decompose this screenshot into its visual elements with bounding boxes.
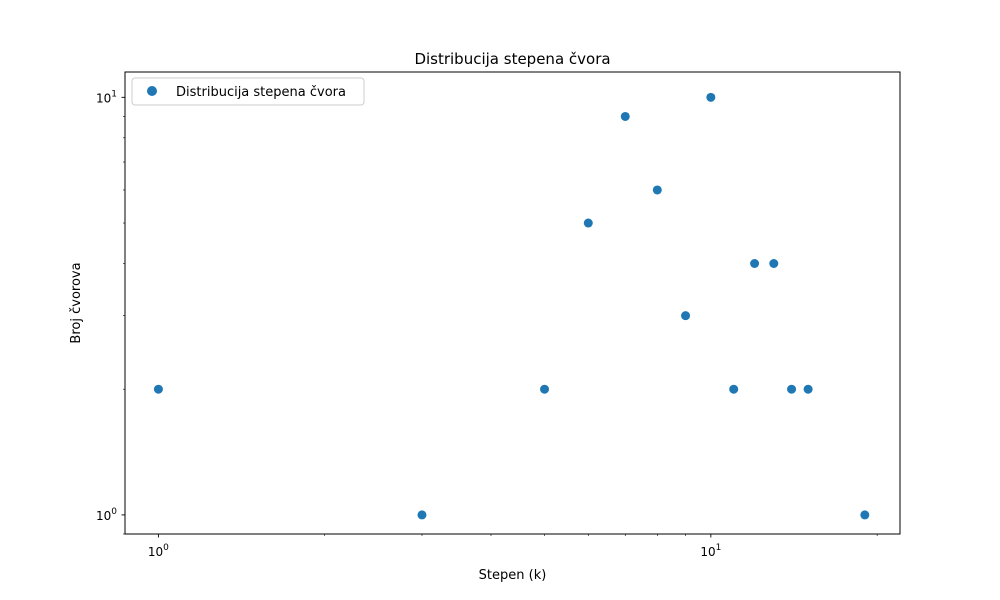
data-point — [750, 259, 760, 269]
y-axis: 100 101 — [96, 89, 125, 535]
x-axis-label: Stepen (k) — [479, 568, 547, 583]
x-tick-label: 101 — [700, 543, 721, 559]
plot-area — [124, 71, 901, 535]
data-point — [729, 384, 739, 394]
data-point — [540, 384, 550, 394]
legend-label: Distribucija stepena čvora — [176, 85, 346, 100]
x-axis: 100 101 — [148, 534, 878, 559]
legend: Distribucija stepena čvora — [131, 77, 365, 106]
legend-marker — [147, 86, 157, 96]
data-point — [787, 384, 797, 394]
data-point — [769, 259, 779, 269]
y-axis-label: Broj čvorova — [69, 262, 84, 343]
chart-title: Distribucija stepena čvora — [414, 50, 610, 68]
data-point — [706, 92, 716, 102]
data-point — [583, 218, 593, 228]
x-tick-label: 100 — [148, 543, 169, 559]
data-point — [803, 384, 813, 394]
series-points — [153, 92, 870, 520]
data-point — [681, 311, 691, 321]
legend-box — [131, 77, 365, 106]
data-point — [153, 384, 163, 394]
y-tick-label: 100 — [96, 507, 117, 523]
y-tick-label: 101 — [96, 89, 117, 105]
data-point — [417, 510, 427, 520]
data-point — [652, 185, 662, 195]
data-point — [620, 111, 630, 121]
data-point — [860, 510, 870, 520]
